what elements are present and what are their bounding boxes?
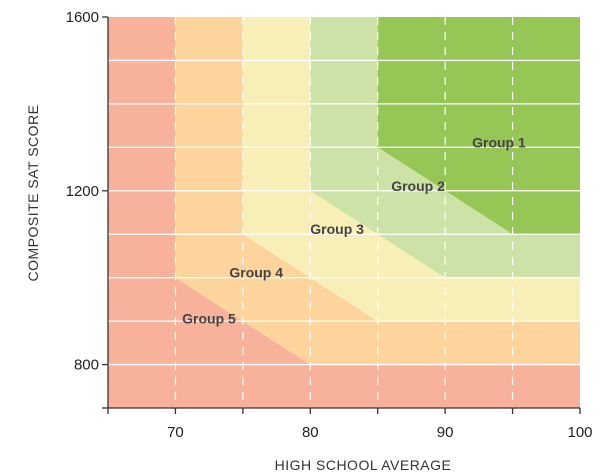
region-labels-layer: Group 5 Group 4 Group 3 Group 2 Group 1 xyxy=(182,134,526,326)
y-tick-label: 1200 xyxy=(66,183,99,200)
region-label-group-2: Group 2 xyxy=(391,178,445,194)
region-label-group-4: Group 4 xyxy=(229,265,283,281)
x-axis-title: HIGH SCHOOL AVERAGE xyxy=(275,457,452,473)
region-label-group-1: Group 1 xyxy=(472,134,526,150)
x-tick-label: 80 xyxy=(302,424,319,441)
grid-layer xyxy=(108,17,580,408)
y-axis-title: COMPOSITE SAT SCORE xyxy=(25,104,41,281)
region-group-5 xyxy=(108,17,580,408)
x-tick-label: 100 xyxy=(567,424,592,441)
y-tick-label: 800 xyxy=(74,357,99,374)
region-group-1 xyxy=(377,17,580,235)
regions-layer xyxy=(108,17,580,408)
region-label-group-5: Group 5 xyxy=(182,310,236,326)
region-label-group-3: Group 3 xyxy=(310,221,364,237)
x-tick-label: 70 xyxy=(167,424,184,441)
y-tick-label: 1600 xyxy=(66,9,99,26)
axes-layer: 800 1200 1600 70 80 90 100 xyxy=(66,9,593,441)
region-group-3 xyxy=(242,17,580,322)
x-tick-label: 90 xyxy=(437,424,454,441)
